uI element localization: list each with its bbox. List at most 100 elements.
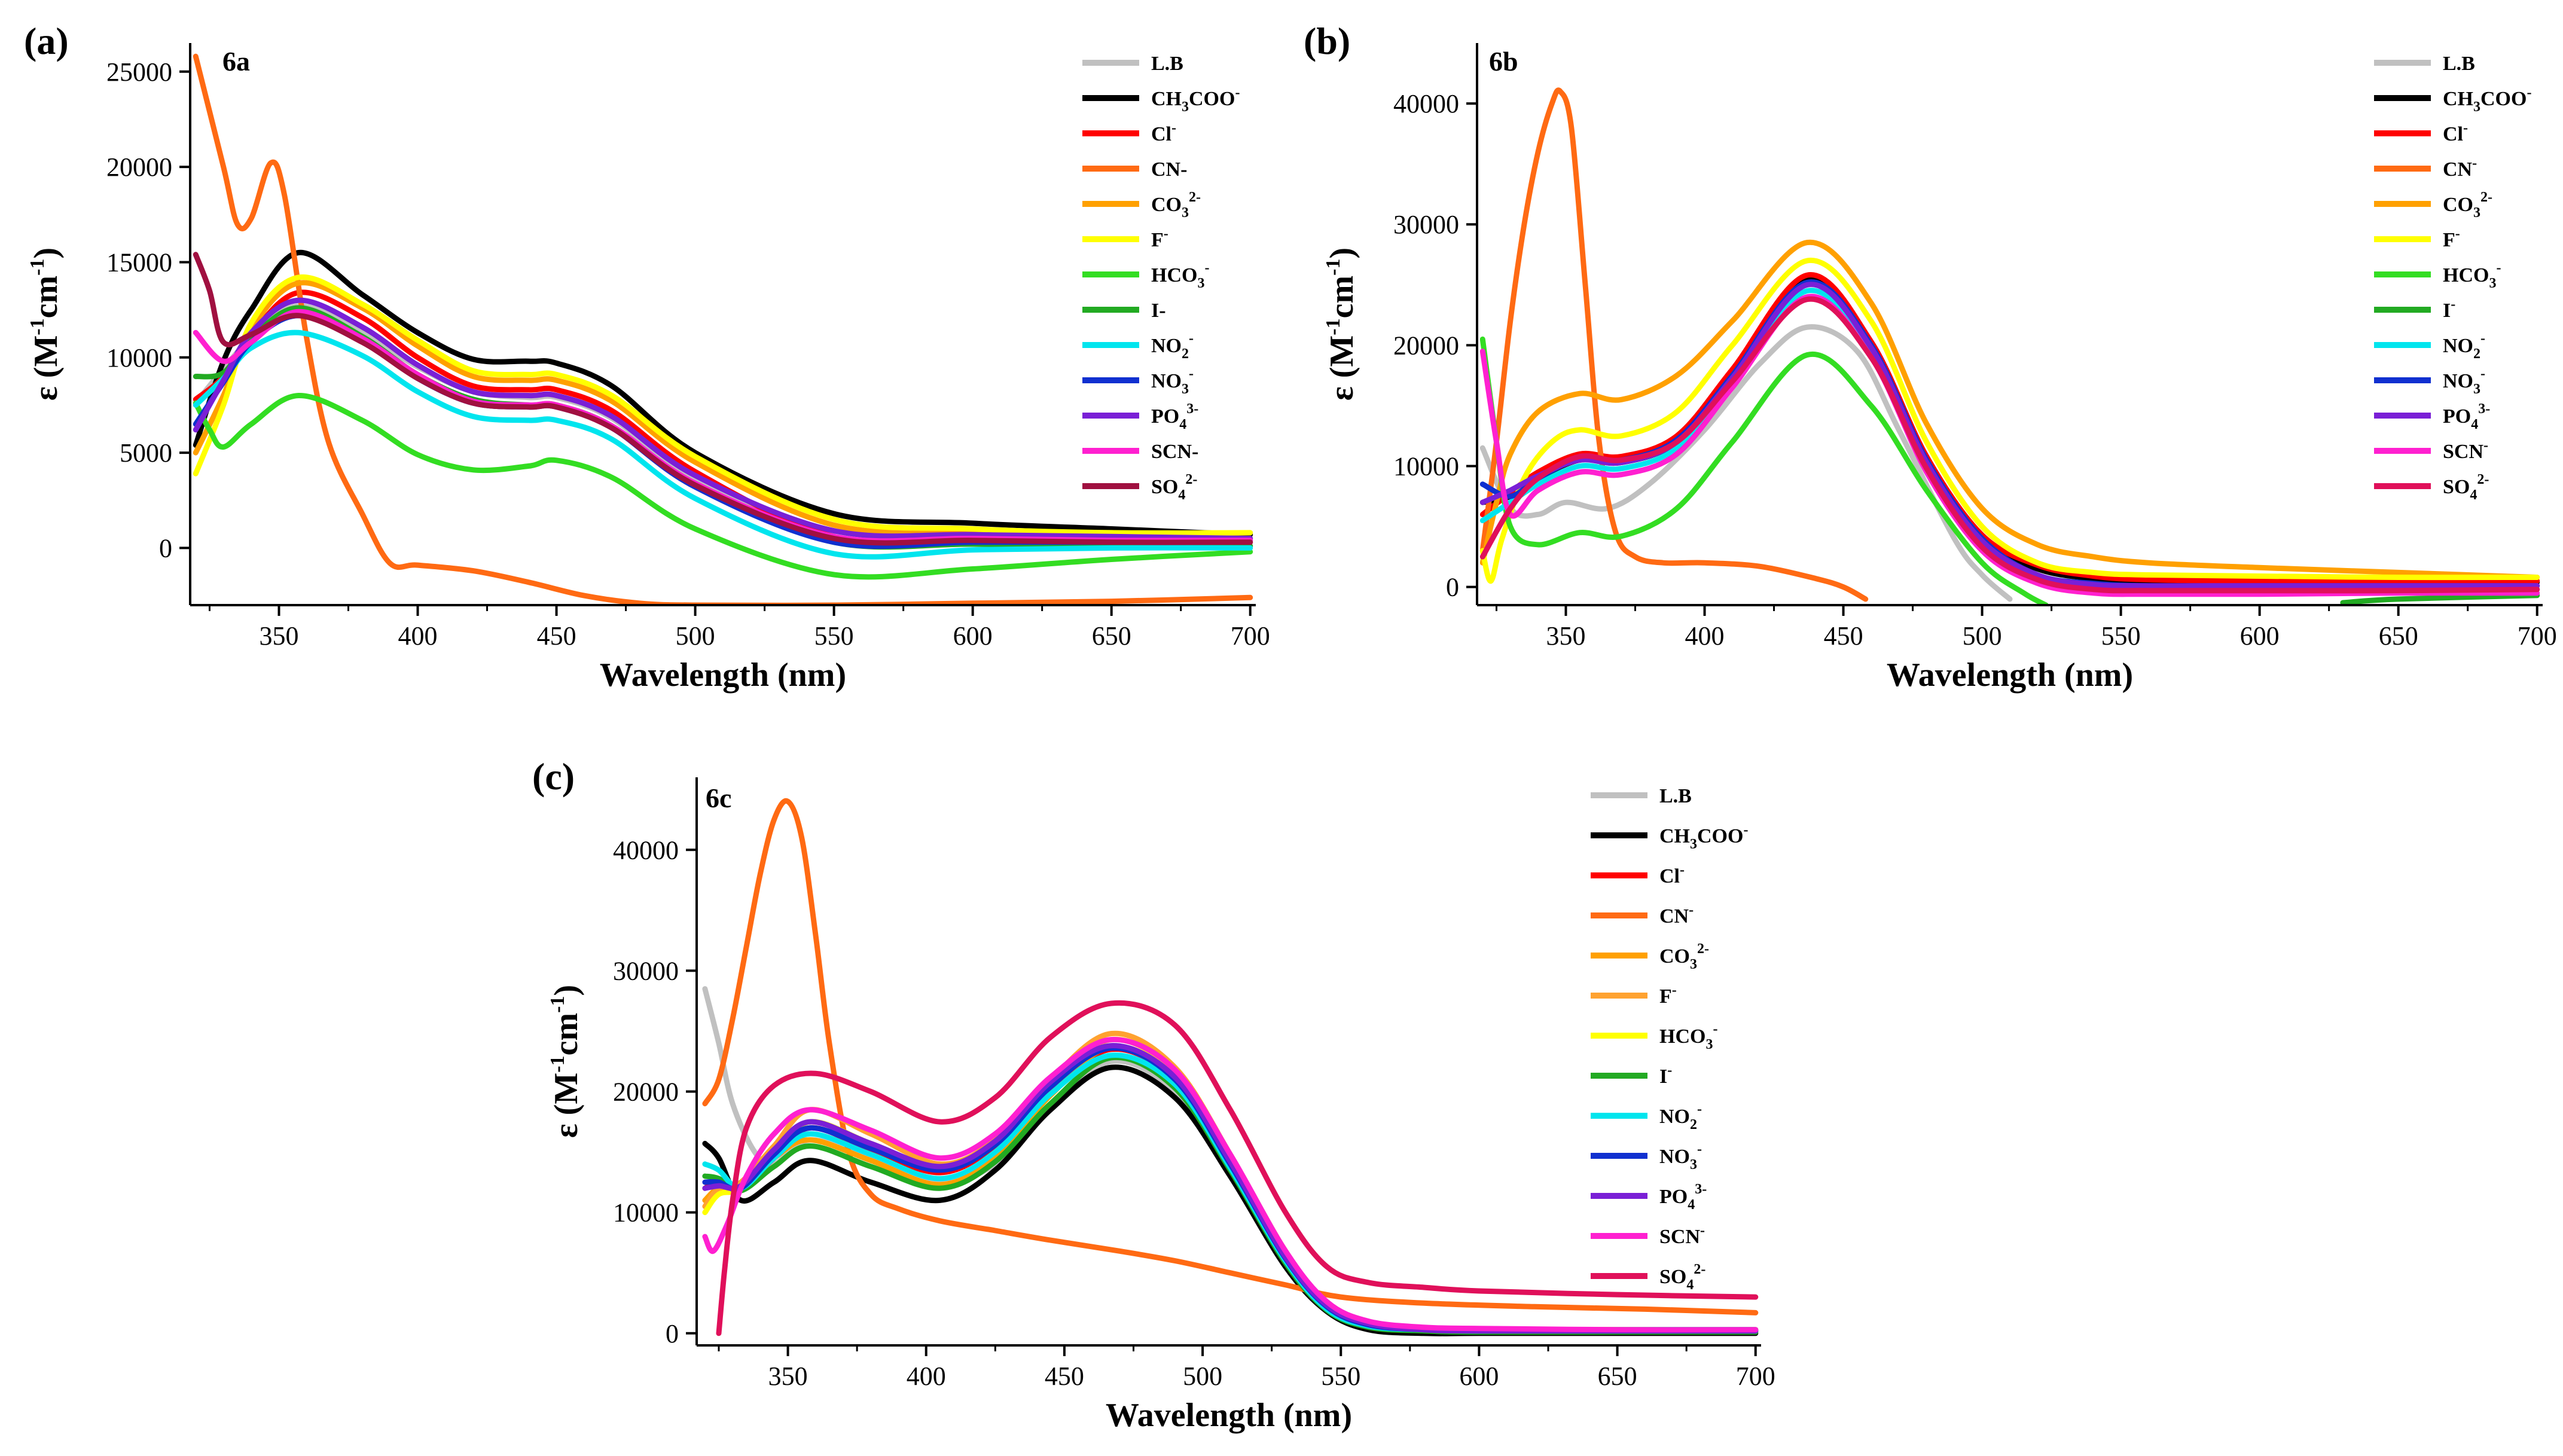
panel-c: 350 400 450 500 550 600 650 700 0 10000 20000 30000… [532,755,1775,1434]
series-line-SCN- [702,1037,1759,1333]
series-group [1479,87,2540,605]
series-line-CO32- [1479,239,2540,580]
x-axis-label: Wavelength (nm) [1887,657,2133,694]
x-tick-label: 650 [1092,621,1131,651]
legend-label: HCO3- [1151,260,1209,291]
y-tick-label: 20000 [1393,331,1459,360]
legend-label: SCN- [2443,438,2488,463]
series-line-PO43- [1479,282,2540,589]
x-axis-label: Wavelength (nm) [600,657,846,694]
legend-label: HCO3- [1659,1021,1717,1052]
legend-label: CH3COO- [1151,85,1240,115]
legend-label: L.B [2443,53,2475,75]
legend-label: CO32- [1151,190,1201,221]
legend: L.B CH3COO- Cl- CN- CO32- F- HCO3- I- NO2- NO3- PO… [1082,53,1240,503]
x-tick-label: 500 [1183,1362,1222,1391]
legend-label: CH3COO- [1659,822,1748,852]
legend-label: HCO3- [2443,260,2501,291]
legend-label: I- [1151,300,1166,322]
x-tick-label: 550 [2101,621,2141,651]
legend-label: CN- [1659,902,1694,927]
legend-label: NO2- [1151,331,1194,362]
legend-label: NO2- [2443,331,2485,362]
legend-label: NO2- [1659,1101,1702,1133]
y-tick-label: 25000 [106,57,172,87]
x-tick-label: 350 [260,621,299,651]
legend-label: Cl- [1151,120,1176,145]
legend-label: PO43- [2443,401,2490,432]
legend-label: PO43- [1151,401,1198,432]
x-tick-label: 700 [1736,1362,1775,1391]
panel-letter: (b) [1304,20,1350,62]
x-tick-label: 700 [1231,621,1270,651]
x-tick-label: 500 [676,621,715,651]
legend-label: F- [1151,226,1168,251]
panel-title: 6c [706,783,731,813]
x-tick-label: 450 [1824,621,1863,651]
panel-b: 350 400 450 500 550 600 650 700 0 10000 20000 30000… [1304,20,2557,694]
y-axis-label: ε (M-1cm-1) [1322,248,1360,401]
legend-label: SO42- [2443,472,2489,503]
panel-a: 350 400 450 500 550 600 650 700 0 5000 10000 15000 2… [24,20,1270,694]
y-tick-label: 0 [1446,573,1459,602]
panel-title: 6b [1489,46,1518,77]
x-tick-label: 600 [1459,1362,1499,1391]
y-tick-label: 10000 [1393,452,1459,481]
y-tick-label: 40000 [613,835,679,865]
y-tick-label: 10000 [613,1198,679,1228]
x-tick-label: 450 [537,621,576,651]
x-tick-label: 400 [907,1362,946,1391]
x-tick-label: 650 [1598,1362,1637,1391]
panel-letter: (a) [24,20,69,62]
legend-label: NO3- [1151,366,1194,397]
legend-label: L.B [1659,785,1692,807]
y-tick-label: 40000 [1393,89,1459,118]
legend-label: CO32- [1659,941,1709,972]
legend: L.B CH3COO- Cl- CN- CO32- F- HCO3- I- NO2- NO3- PO… [1591,785,1748,1293]
x-tick-label: 550 [814,621,854,651]
legend-label: SO42- [1151,472,1197,503]
x-tick-label: 550 [1321,1362,1360,1391]
series-line-HCO3- [193,392,1253,580]
legend-label: I- [1659,1063,1672,1088]
legend-label: CN- [2443,155,2477,181]
y-tick-label: 10000 [106,343,172,373]
series-line-NO2- [193,329,1253,560]
series-line-SO42- [193,252,1253,546]
legend-label: CO32- [2443,190,2492,221]
panel-letter: (c) [532,755,575,798]
legend-label: CN- [1151,158,1187,181]
y-tick-label: 0 [666,1319,679,1348]
legend-label: I- [2443,297,2455,322]
y-tick-label: 20000 [106,152,172,182]
x-tick-label: 350 [768,1362,808,1391]
series-line-HCO3- [1479,336,2049,605]
series-line-I- [2340,593,2540,605]
y-tick-label: 30000 [1393,210,1459,239]
y-axis-label: ε (M-1cm-1) [547,985,585,1138]
legend: L.B CH3COO- Cl- CN- CO32- F- HCO3- I- NO2- NO3- PO… [2374,53,2531,503]
y-tick-label: 30000 [613,956,679,985]
panel-title: 6a [222,46,250,77]
legend-label: F- [2443,226,2460,251]
legend-label: F- [1659,982,1677,1008]
series-group [193,53,1253,605]
x-tick-label: 650 [2379,621,2418,651]
legend-label: SCN- [1151,441,1198,463]
series-group [702,798,1759,1337]
legend-label: L.B [1151,53,1183,75]
x-tick-label: 600 [2240,621,2280,651]
series-line-F- [193,274,1253,536]
series-line-SO42- [1479,296,2540,594]
x-tick-label: 700 [2518,621,2557,651]
legend-label: SCN- [1659,1223,1705,1248]
legend-label: Cl- [2443,120,2468,145]
series-line-CN- [702,798,1759,1315]
legend-label: NO3- [2443,366,2485,397]
series-line-CN- [1479,87,1869,602]
legend-label: Cl- [1659,862,1685,887]
x-tick-label: 450 [1045,1362,1084,1391]
x-tick-label: 350 [1546,621,1586,651]
y-axis-label: ε (M-1cm-1) [26,248,65,401]
y-tick-label: 0 [159,533,172,563]
